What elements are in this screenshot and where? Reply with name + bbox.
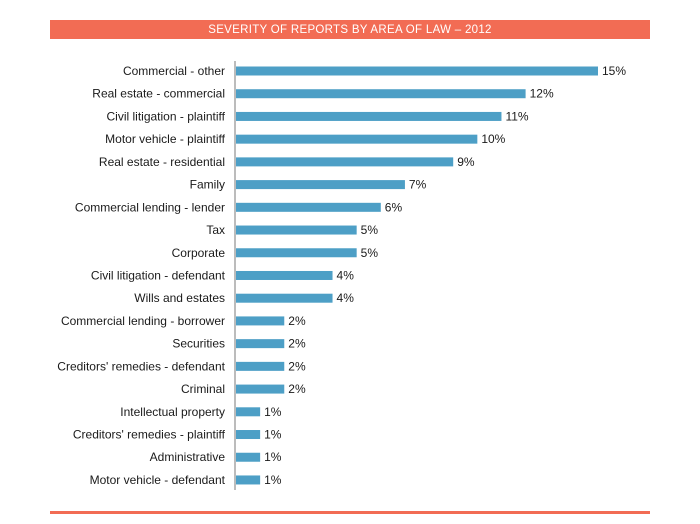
data-label: 1% — [264, 450, 282, 464]
data-label: 9% — [457, 155, 475, 169]
data-label: 10% — [481, 132, 505, 146]
data-label: 1% — [264, 405, 282, 419]
category-label: Motor vehicle - plaintiff — [105, 132, 225, 146]
category-label: Wills and estates — [134, 291, 225, 305]
category-label: Family — [190, 178, 225, 192]
bar — [236, 248, 357, 258]
bar — [236, 475, 261, 485]
category-label: Creditors' remedies - plaintiff — [73, 428, 226, 442]
category-label: Administrative — [150, 450, 226, 464]
category-label: Commercial lending - lender — [75, 200, 225, 214]
category-label: Motor vehicle - defendant — [90, 473, 226, 487]
category-label: Criminal — [181, 382, 225, 396]
data-label: 2% — [288, 314, 306, 328]
bar — [236, 384, 285, 394]
bar — [236, 225, 357, 235]
bar — [236, 270, 333, 280]
data-label: 1% — [264, 428, 282, 442]
bar — [236, 89, 526, 99]
data-label: 2% — [288, 337, 306, 351]
category-label: Tax — [206, 223, 225, 237]
chart-title-band: SEVERITY OF REPORTS BY AREA OF LAW – 201… — [50, 20, 650, 39]
bar — [236, 339, 285, 349]
data-label: 4% — [337, 268, 355, 282]
data-label: 12% — [530, 87, 554, 101]
data-label: 6% — [385, 200, 403, 214]
category-label: Intellectual property — [120, 405, 225, 419]
bottom-divider — [50, 511, 650, 514]
data-label: 4% — [337, 291, 355, 305]
category-label: Real estate - commercial — [92, 87, 225, 101]
bar — [236, 430, 261, 440]
bar — [236, 361, 285, 371]
bar — [236, 452, 261, 462]
bar — [236, 293, 333, 303]
chart-title: SEVERITY OF REPORTS BY AREA OF LAW – 201… — [208, 23, 492, 36]
category-label: Creditors' remedies - defendant — [57, 359, 225, 373]
bar — [236, 316, 285, 326]
bar — [236, 407, 261, 417]
category-label: Civil litigation - defendant — [91, 268, 226, 282]
data-label: 11% — [505, 109, 528, 123]
bar — [236, 180, 405, 190]
bar — [236, 134, 478, 144]
category-label: Civil litigation - plaintiff — [107, 109, 226, 123]
data-label: 2% — [288, 359, 306, 373]
bar — [236, 66, 598, 76]
data-label: 1% — [264, 473, 282, 487]
category-label: Securities — [172, 337, 225, 351]
category-label: Corporate — [172, 246, 226, 260]
data-label: 2% — [288, 382, 306, 396]
category-label: Real estate - residential — [99, 155, 225, 169]
bar — [236, 111, 502, 121]
bar — [236, 202, 381, 212]
category-label: Commercial - other — [123, 64, 225, 78]
bar — [236, 157, 454, 167]
category-label: Commercial lending - borrower — [61, 314, 225, 328]
data-label: 15% — [602, 64, 626, 78]
data-label: 5% — [361, 223, 379, 237]
data-label: 7% — [409, 178, 427, 192]
data-label: 5% — [361, 246, 379, 260]
